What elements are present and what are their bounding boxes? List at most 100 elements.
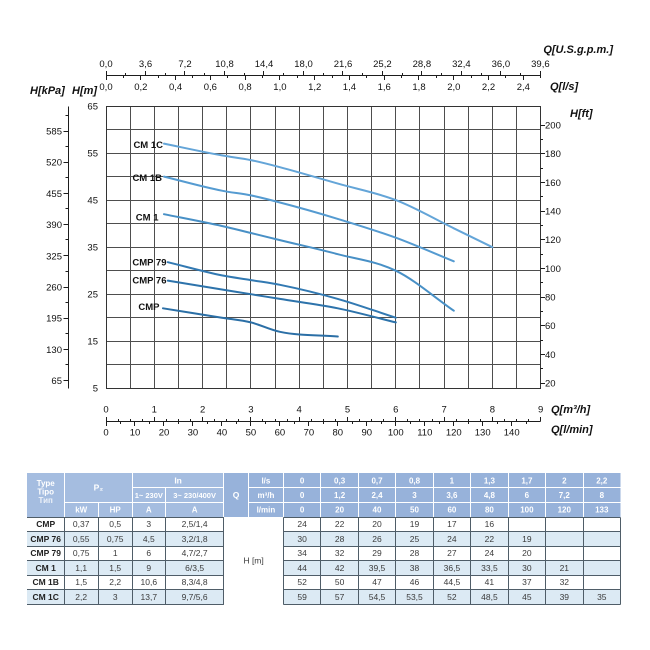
svg-text:130: 130 — [475, 428, 491, 439]
svg-text:140: 140 — [504, 428, 520, 439]
svg-text:260: 260 — [46, 283, 62, 294]
svg-text:2,2: 2,2 — [75, 592, 87, 602]
svg-text:H [m]: H [m] — [243, 556, 263, 566]
svg-text:21,6: 21,6 — [334, 59, 353, 70]
svg-text:20: 20 — [522, 548, 532, 558]
svg-text:41: 41 — [485, 577, 495, 587]
svg-text:17: 17 — [447, 519, 457, 529]
svg-text:A: A — [192, 506, 198, 515]
svg-text:0,37: 0,37 — [73, 519, 90, 529]
svg-text:0,3: 0,3 — [334, 476, 346, 485]
svg-text:390: 390 — [46, 220, 62, 231]
svg-text:3: 3 — [113, 592, 118, 602]
svg-text:Q[U.S.g.p.m.]: Q[U.S.g.p.m.] — [543, 44, 613, 56]
svg-text:28: 28 — [335, 534, 345, 544]
svg-text:38: 38 — [410, 563, 420, 573]
svg-text:9,7/5,6: 9,7/5,6 — [182, 592, 208, 602]
svg-text:CMP: CMP — [36, 519, 55, 529]
svg-text:19: 19 — [410, 519, 420, 529]
svg-text:l/s: l/s — [261, 476, 270, 485]
svg-text:Q: Q — [233, 490, 240, 500]
svg-text:100: 100 — [545, 264, 561, 275]
svg-text:195: 195 — [46, 314, 62, 325]
svg-text:A: A — [146, 506, 152, 515]
svg-text:Q[l/min]: Q[l/min] — [551, 424, 593, 436]
svg-text:52: 52 — [447, 592, 457, 602]
svg-text:120: 120 — [558, 506, 572, 515]
svg-text:4,8: 4,8 — [484, 491, 496, 500]
svg-text:2,2: 2,2 — [596, 476, 608, 485]
svg-text:0,0: 0,0 — [99, 59, 112, 70]
svg-text:8,3/4,8: 8,3/4,8 — [182, 577, 208, 587]
svg-text:455: 455 — [46, 189, 62, 200]
svg-text:6: 6 — [393, 405, 398, 416]
svg-text:0,4: 0,4 — [169, 82, 182, 93]
svg-text:10: 10 — [130, 428, 141, 439]
svg-text:45: 45 — [522, 592, 532, 602]
svg-text:120: 120 — [545, 235, 561, 246]
svg-text:100: 100 — [388, 428, 404, 439]
svg-text:7,2: 7,2 — [178, 59, 191, 70]
svg-text:2,4: 2,4 — [517, 82, 530, 93]
svg-text:50: 50 — [410, 506, 419, 515]
svg-text:2: 2 — [200, 405, 205, 416]
svg-text:4,7/2,7: 4,7/2,7 — [182, 548, 208, 558]
svg-text:35: 35 — [87, 243, 98, 254]
svg-text:28,8: 28,8 — [413, 59, 432, 70]
svg-text:110: 110 — [417, 428, 432, 439]
svg-text:m³/h: m³/h — [257, 491, 274, 500]
svg-text:3,6: 3,6 — [446, 491, 458, 500]
svg-text:24: 24 — [447, 534, 457, 544]
svg-text:1,4: 1,4 — [343, 82, 356, 93]
svg-text:80: 80 — [545, 293, 556, 304]
svg-text:59: 59 — [297, 592, 307, 602]
svg-text:70: 70 — [304, 428, 315, 439]
svg-text:48,5: 48,5 — [481, 592, 498, 602]
svg-text:37: 37 — [522, 577, 532, 587]
svg-text:10,8: 10,8 — [215, 59, 234, 70]
svg-text:3~ 230/400V: 3~ 230/400V — [173, 491, 216, 500]
svg-text:0: 0 — [103, 405, 108, 416]
svg-text:34: 34 — [297, 548, 307, 558]
svg-text:2,5/1,4: 2,5/1,4 — [182, 519, 208, 529]
svg-text:0,7: 0,7 — [371, 476, 383, 485]
svg-text:133: 133 — [595, 506, 609, 515]
svg-text:P₂: P₂ — [94, 483, 104, 493]
svg-text:200: 200 — [545, 120, 561, 131]
svg-text:39,6: 39,6 — [531, 59, 550, 70]
svg-text:60: 60 — [275, 428, 286, 439]
svg-text:55: 55 — [87, 149, 98, 160]
svg-text:46: 46 — [410, 577, 420, 587]
svg-text:21: 21 — [560, 563, 570, 573]
svg-text:CM 1: CM 1 — [136, 212, 159, 223]
svg-text:Tipo: Tipo — [37, 488, 54, 497]
svg-text:0: 0 — [300, 491, 305, 500]
svg-text:2,2: 2,2 — [109, 577, 121, 587]
svg-text:6: 6 — [146, 548, 151, 558]
svg-text:9: 9 — [538, 405, 543, 416]
svg-text:60: 60 — [545, 321, 556, 332]
svg-text:Тип: Тип — [39, 496, 54, 505]
svg-text:CMP: CMP — [138, 302, 160, 313]
svg-text:33,5: 33,5 — [481, 563, 498, 573]
svg-text:160: 160 — [545, 178, 561, 189]
svg-text:14,4: 14,4 — [255, 59, 274, 70]
svg-text:32,4: 32,4 — [452, 59, 471, 70]
svg-text:36,5: 36,5 — [444, 563, 461, 573]
svg-text:1,7: 1,7 — [521, 476, 533, 485]
svg-text:4,5: 4,5 — [143, 534, 155, 544]
svg-text:Q[l/s]: Q[l/s] — [550, 81, 578, 93]
svg-text:3,2/1,8: 3,2/1,8 — [182, 534, 208, 544]
svg-text:30: 30 — [297, 534, 307, 544]
svg-text:42: 42 — [335, 563, 345, 573]
svg-text:1: 1 — [113, 548, 118, 558]
svg-text:In: In — [174, 475, 182, 485]
svg-text:5: 5 — [345, 405, 350, 416]
svg-text:35: 35 — [597, 592, 607, 602]
svg-text:1,1: 1,1 — [75, 563, 87, 573]
svg-text:1,2: 1,2 — [308, 82, 321, 93]
svg-text:40: 40 — [545, 350, 556, 361]
svg-text:47: 47 — [372, 577, 382, 587]
svg-text:1~ 230V: 1~ 230V — [135, 491, 163, 500]
svg-text:90: 90 — [362, 428, 373, 439]
